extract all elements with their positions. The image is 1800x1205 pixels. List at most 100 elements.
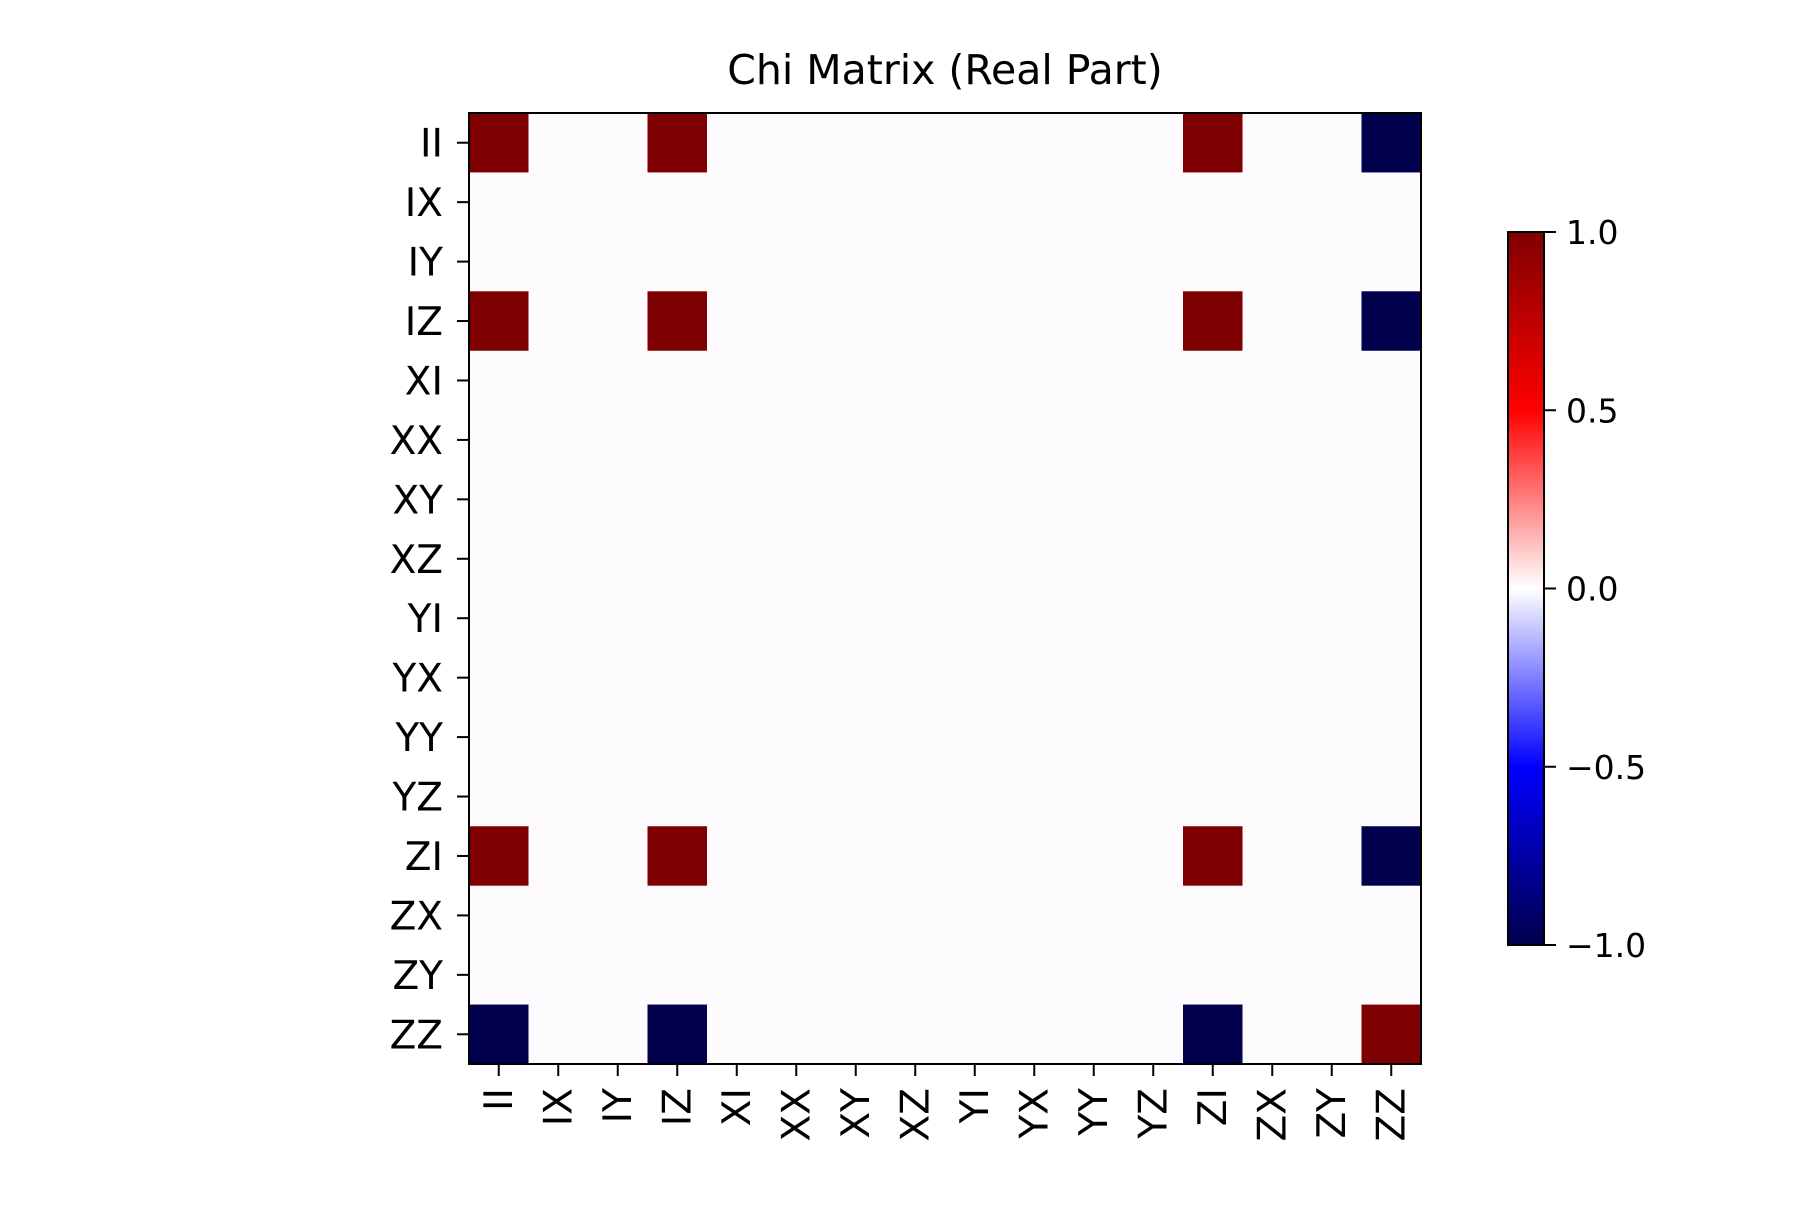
heatmap-cell-XX-ZX <box>1242 410 1303 471</box>
heatmap-cell-IZ-XZ <box>885 291 946 352</box>
heatmap-cell-XZ-YI <box>945 529 1006 590</box>
heatmap-cell-ZX-XI <box>707 885 768 946</box>
heatmap-cell-ZZ-XX <box>766 1004 827 1065</box>
heatmap-cell-XY-II <box>469 469 530 530</box>
heatmap-cell-IX-YI <box>945 172 1006 233</box>
heatmap-cell-IY-ZX <box>1242 231 1303 292</box>
heatmap-cell-YX-XI <box>707 647 768 708</box>
heatmap-cell-II-YY <box>1064 113 1125 174</box>
heatmap-cell-YY-XX <box>766 707 827 768</box>
heatmap-cell-ZY-ZX <box>1242 945 1303 1006</box>
heatmap-cell-YY-ZX <box>1242 707 1303 768</box>
heatmap-cell-ZX-XX <box>766 885 827 946</box>
heatmap-cell-ZY-IX <box>528 945 589 1006</box>
heatmap-cell-ZX-YI <box>945 885 1006 946</box>
heatmap-cell-YY-XY <box>826 707 887 768</box>
heatmap-cell-XZ-XZ <box>885 529 946 590</box>
heatmap-cell-YI-IX <box>528 588 589 649</box>
heatmap-cell-ZZ-YY <box>1064 1004 1125 1065</box>
heatmap-cell-YI-YY <box>1064 588 1125 649</box>
heatmap-cell-IZ-YZ <box>1123 291 1184 352</box>
heatmap-cell-XY-ZI <box>1183 469 1244 530</box>
y-tick-label: YZ <box>391 776 443 821</box>
heatmap-cell-ZZ-YZ <box>1123 1004 1184 1065</box>
heatmap-cell-XY-ZY <box>1302 469 1363 530</box>
heatmap-cell-IZ-ZI <box>1183 291 1244 352</box>
y-tick-label: YI <box>407 597 443 642</box>
heatmap-cell-YY-IY <box>588 707 649 768</box>
heatmap-cell-YY-XZ <box>885 707 946 768</box>
heatmap-cell-YY-ZY <box>1302 707 1363 768</box>
heatmap-cell-YY-IZ <box>647 707 708 768</box>
heatmap-cell-XX-IZ <box>647 410 708 471</box>
x-tick-label: II <box>477 1088 522 1111</box>
heatmap-cell-ZY-ZZ <box>1361 945 1422 1006</box>
heatmap-cell-XY-IZ <box>647 469 708 530</box>
heatmap-cell-XI-XI <box>707 350 768 411</box>
heatmap-cell-IZ-IZ <box>647 291 708 352</box>
heatmap-cell-ZI-XX <box>766 826 827 887</box>
heatmap-cell-IY-YI <box>945 231 1006 292</box>
heatmap-cell-XZ-YX <box>1004 529 1065 590</box>
heatmap-cell-XY-YY <box>1064 469 1125 530</box>
y-tick-label: XY <box>392 478 443 523</box>
heatmap-cell-YY-IX <box>528 707 589 768</box>
heatmap-cell-YI-ZI <box>1183 588 1244 649</box>
heatmap-cell-XX-XI <box>707 410 768 471</box>
heatmap-cell-YX-XX <box>766 647 827 708</box>
heatmap-cell-ZZ-ZI <box>1183 1004 1244 1065</box>
heatmap-cell-ZZ-ZZ <box>1361 1004 1422 1065</box>
heatmap-cell-YI-YX <box>1004 588 1065 649</box>
heatmap-cell-XZ-ZZ <box>1361 529 1422 590</box>
heatmap-cell-ZX-YX <box>1004 885 1065 946</box>
heatmap-cell-XY-XZ <box>885 469 946 530</box>
heatmap-cell-YI-XX <box>766 588 827 649</box>
heatmap-cell-YI-YI <box>945 588 1006 649</box>
heatmap-cell-IX-XX <box>766 172 827 233</box>
heatmap-cell-ZI-YZ <box>1123 826 1184 887</box>
heatmap-cell-ZZ-ZX <box>1242 1004 1303 1065</box>
heatmap-cell-ZI-YY <box>1064 826 1125 887</box>
heatmap-cell-XY-IX <box>528 469 589 530</box>
heatmap-cell-XZ-XX <box>766 529 827 590</box>
heatmap-cell-ZY-IY <box>588 945 649 1006</box>
heatmap-cell-IY-XY <box>826 231 887 292</box>
heatmap-cells <box>469 113 1422 1065</box>
heatmap-cell-IZ-ZZ <box>1361 291 1422 352</box>
heatmap-cell-YX-ZX <box>1242 647 1303 708</box>
heatmap-cell-ZX-YZ <box>1123 885 1184 946</box>
heatmap-cell-ZX-IY <box>588 885 649 946</box>
heatmap-cell-YY-YY <box>1064 707 1125 768</box>
heatmap-cell-IX-ZZ <box>1361 172 1422 233</box>
heatmap-cell-ZY-II <box>469 945 530 1006</box>
heatmap-cell-XY-ZZ <box>1361 469 1422 530</box>
heatmap-cell-XI-XY <box>826 350 887 411</box>
heatmap-cell-IY-XX <box>766 231 827 292</box>
heatmap-cell-ZI-YI <box>945 826 1006 887</box>
y-tick-label: YY <box>394 716 443 761</box>
heatmap-cell-ZZ-YI <box>945 1004 1006 1065</box>
y-tick-label: ZX <box>390 894 443 939</box>
heatmap-cell-XI-II <box>469 350 530 411</box>
heatmap-cell-YZ-ZY <box>1302 766 1363 827</box>
heatmap-cell-ZZ-XI <box>707 1004 768 1065</box>
heatmap-cell-ZX-ZY <box>1302 885 1363 946</box>
heatmap-cell-YZ-YI <box>945 766 1006 827</box>
y-axis: II IX IY IZ XI XX XY XZ YI YX YY YZ ZI ZX ZY ZZ <box>390 122 469 1058</box>
heatmap-cell-YX-ZZ <box>1361 647 1422 708</box>
heatmap-cell-YZ-XZ <box>885 766 946 827</box>
heatmap-cell-XY-XY <box>826 469 887 530</box>
heatmap-cell-YZ-XY <box>826 766 887 827</box>
heatmap-cell-IX-IY <box>588 172 649 233</box>
heatmap-cell-ZZ-IZ <box>647 1004 708 1065</box>
x-tick-label: YI <box>953 1088 998 1124</box>
y-tick-label: ZY <box>392 954 443 999</box>
heatmap-cell-XX-II <box>469 410 530 471</box>
heatmap-cell-XI-YI <box>945 350 1006 411</box>
colorbar-axis: 1.0 0.5 0.0 −0.5 −1.0 <box>1544 213 1646 965</box>
heatmap-cell-YZ-ZI <box>1183 766 1244 827</box>
y-tick-label: YX <box>391 657 443 702</box>
heatmap-cell-IY-IY <box>588 231 649 292</box>
heatmap-cell-XY-YI <box>945 469 1006 530</box>
